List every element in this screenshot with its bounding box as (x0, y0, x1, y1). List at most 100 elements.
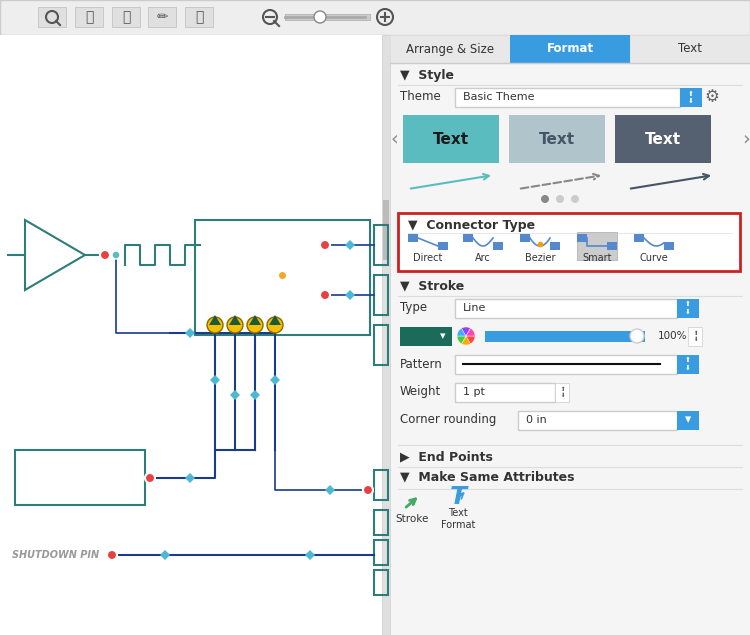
Polygon shape (249, 315, 261, 325)
Bar (677, 355, 699, 374)
Text: Stroke: Stroke (395, 514, 429, 524)
Circle shape (320, 290, 330, 300)
Circle shape (112, 251, 120, 259)
Text: Text
Format: Text Format (441, 508, 476, 530)
Bar (455, 355, 677, 374)
Text: ⬆
⬇: ⬆ ⬇ (685, 302, 691, 314)
Bar (550, 242, 560, 250)
Text: ▼  Stroke: ▼ Stroke (400, 279, 464, 293)
Circle shape (314, 11, 326, 23)
Bar (630, 35, 750, 63)
Text: Weight: Weight (400, 385, 441, 399)
Wedge shape (466, 336, 475, 344)
Text: 1 pt: 1 pt (463, 387, 484, 397)
Circle shape (630, 329, 644, 343)
Bar (374, 275, 388, 315)
Bar (688, 327, 702, 346)
Bar (677, 411, 699, 430)
Bar (374, 570, 388, 595)
Text: ⬆
⬇: ⬆ ⬇ (560, 387, 564, 398)
Bar (390, 35, 750, 635)
Text: ‹: ‹ (390, 130, 398, 149)
Text: Smart: Smart (582, 253, 612, 263)
Polygon shape (270, 375, 280, 385)
Text: ⚙: ⚙ (704, 88, 719, 106)
Polygon shape (345, 240, 355, 250)
Bar (408, 234, 418, 242)
Bar (485, 331, 645, 342)
Polygon shape (209, 315, 221, 325)
Bar (382, 35, 390, 635)
Bar (383, 200, 389, 260)
Bar (374, 325, 388, 365)
Text: ⬆
⬇: ⬆ ⬇ (688, 91, 694, 104)
Bar (463, 234, 473, 242)
Circle shape (107, 550, 117, 560)
Text: ›: › (742, 130, 750, 149)
Text: 100%: 100% (658, 331, 688, 341)
Text: ▶  End Points: ▶ End Points (400, 450, 493, 464)
Text: ⬆
⬇: ⬆ ⬇ (685, 358, 691, 370)
Circle shape (100, 250, 110, 260)
Bar (195, 220, 370, 335)
Text: Arc: Arc (476, 253, 490, 263)
Bar (680, 88, 702, 107)
Polygon shape (269, 315, 281, 325)
Wedge shape (466, 328, 475, 336)
Bar (15, 450, 145, 505)
Bar (38, 7, 66, 27)
Bar (607, 242, 617, 250)
Text: Direct: Direct (413, 253, 442, 263)
Circle shape (227, 317, 243, 333)
Text: 🖌: 🖌 (195, 10, 203, 24)
Text: Theme: Theme (400, 91, 441, 104)
Circle shape (207, 317, 223, 333)
Circle shape (571, 195, 579, 203)
Bar (634, 234, 644, 242)
Polygon shape (230, 390, 240, 400)
Text: T: T (449, 485, 466, 509)
Bar (75, 7, 103, 27)
Circle shape (267, 317, 283, 333)
Bar (518, 411, 677, 430)
Bar (390, 35, 510, 63)
Bar (493, 242, 503, 250)
Bar (520, 234, 530, 242)
Text: 0 in: 0 in (526, 415, 547, 425)
Bar (390, 35, 750, 635)
Text: 👤: 👤 (122, 10, 130, 24)
Text: Text: Text (678, 43, 702, 55)
Text: ▼  Make Same Attributes: ▼ Make Same Attributes (400, 471, 574, 483)
Bar (374, 510, 388, 535)
Bar (509, 115, 605, 163)
Text: Text: Text (645, 131, 681, 147)
Bar (615, 115, 711, 163)
Circle shape (247, 317, 263, 333)
Bar (438, 242, 448, 250)
Circle shape (145, 473, 155, 483)
Circle shape (556, 195, 564, 203)
Bar (455, 299, 677, 318)
Text: Arrange & Size: Arrange & Size (406, 43, 494, 55)
Polygon shape (345, 290, 355, 300)
Bar (677, 299, 699, 318)
Text: ✋: ✋ (85, 10, 93, 24)
Polygon shape (160, 550, 170, 560)
Circle shape (320, 240, 330, 250)
Text: ▾: ▾ (685, 413, 692, 427)
Bar (555, 383, 569, 402)
Polygon shape (325, 485, 335, 495)
Wedge shape (457, 328, 466, 336)
Text: Text: Text (433, 131, 469, 147)
Text: Text: Text (539, 131, 575, 147)
Text: ✏: ✏ (156, 10, 168, 24)
Bar (112, 7, 140, 27)
Polygon shape (305, 550, 315, 560)
Text: ⬆
⬇: ⬆ ⬇ (693, 331, 698, 342)
Wedge shape (457, 336, 466, 344)
Text: Type: Type (400, 302, 427, 314)
Polygon shape (185, 328, 195, 338)
Bar (403, 115, 499, 163)
Bar (577, 232, 617, 260)
Bar (455, 88, 680, 107)
